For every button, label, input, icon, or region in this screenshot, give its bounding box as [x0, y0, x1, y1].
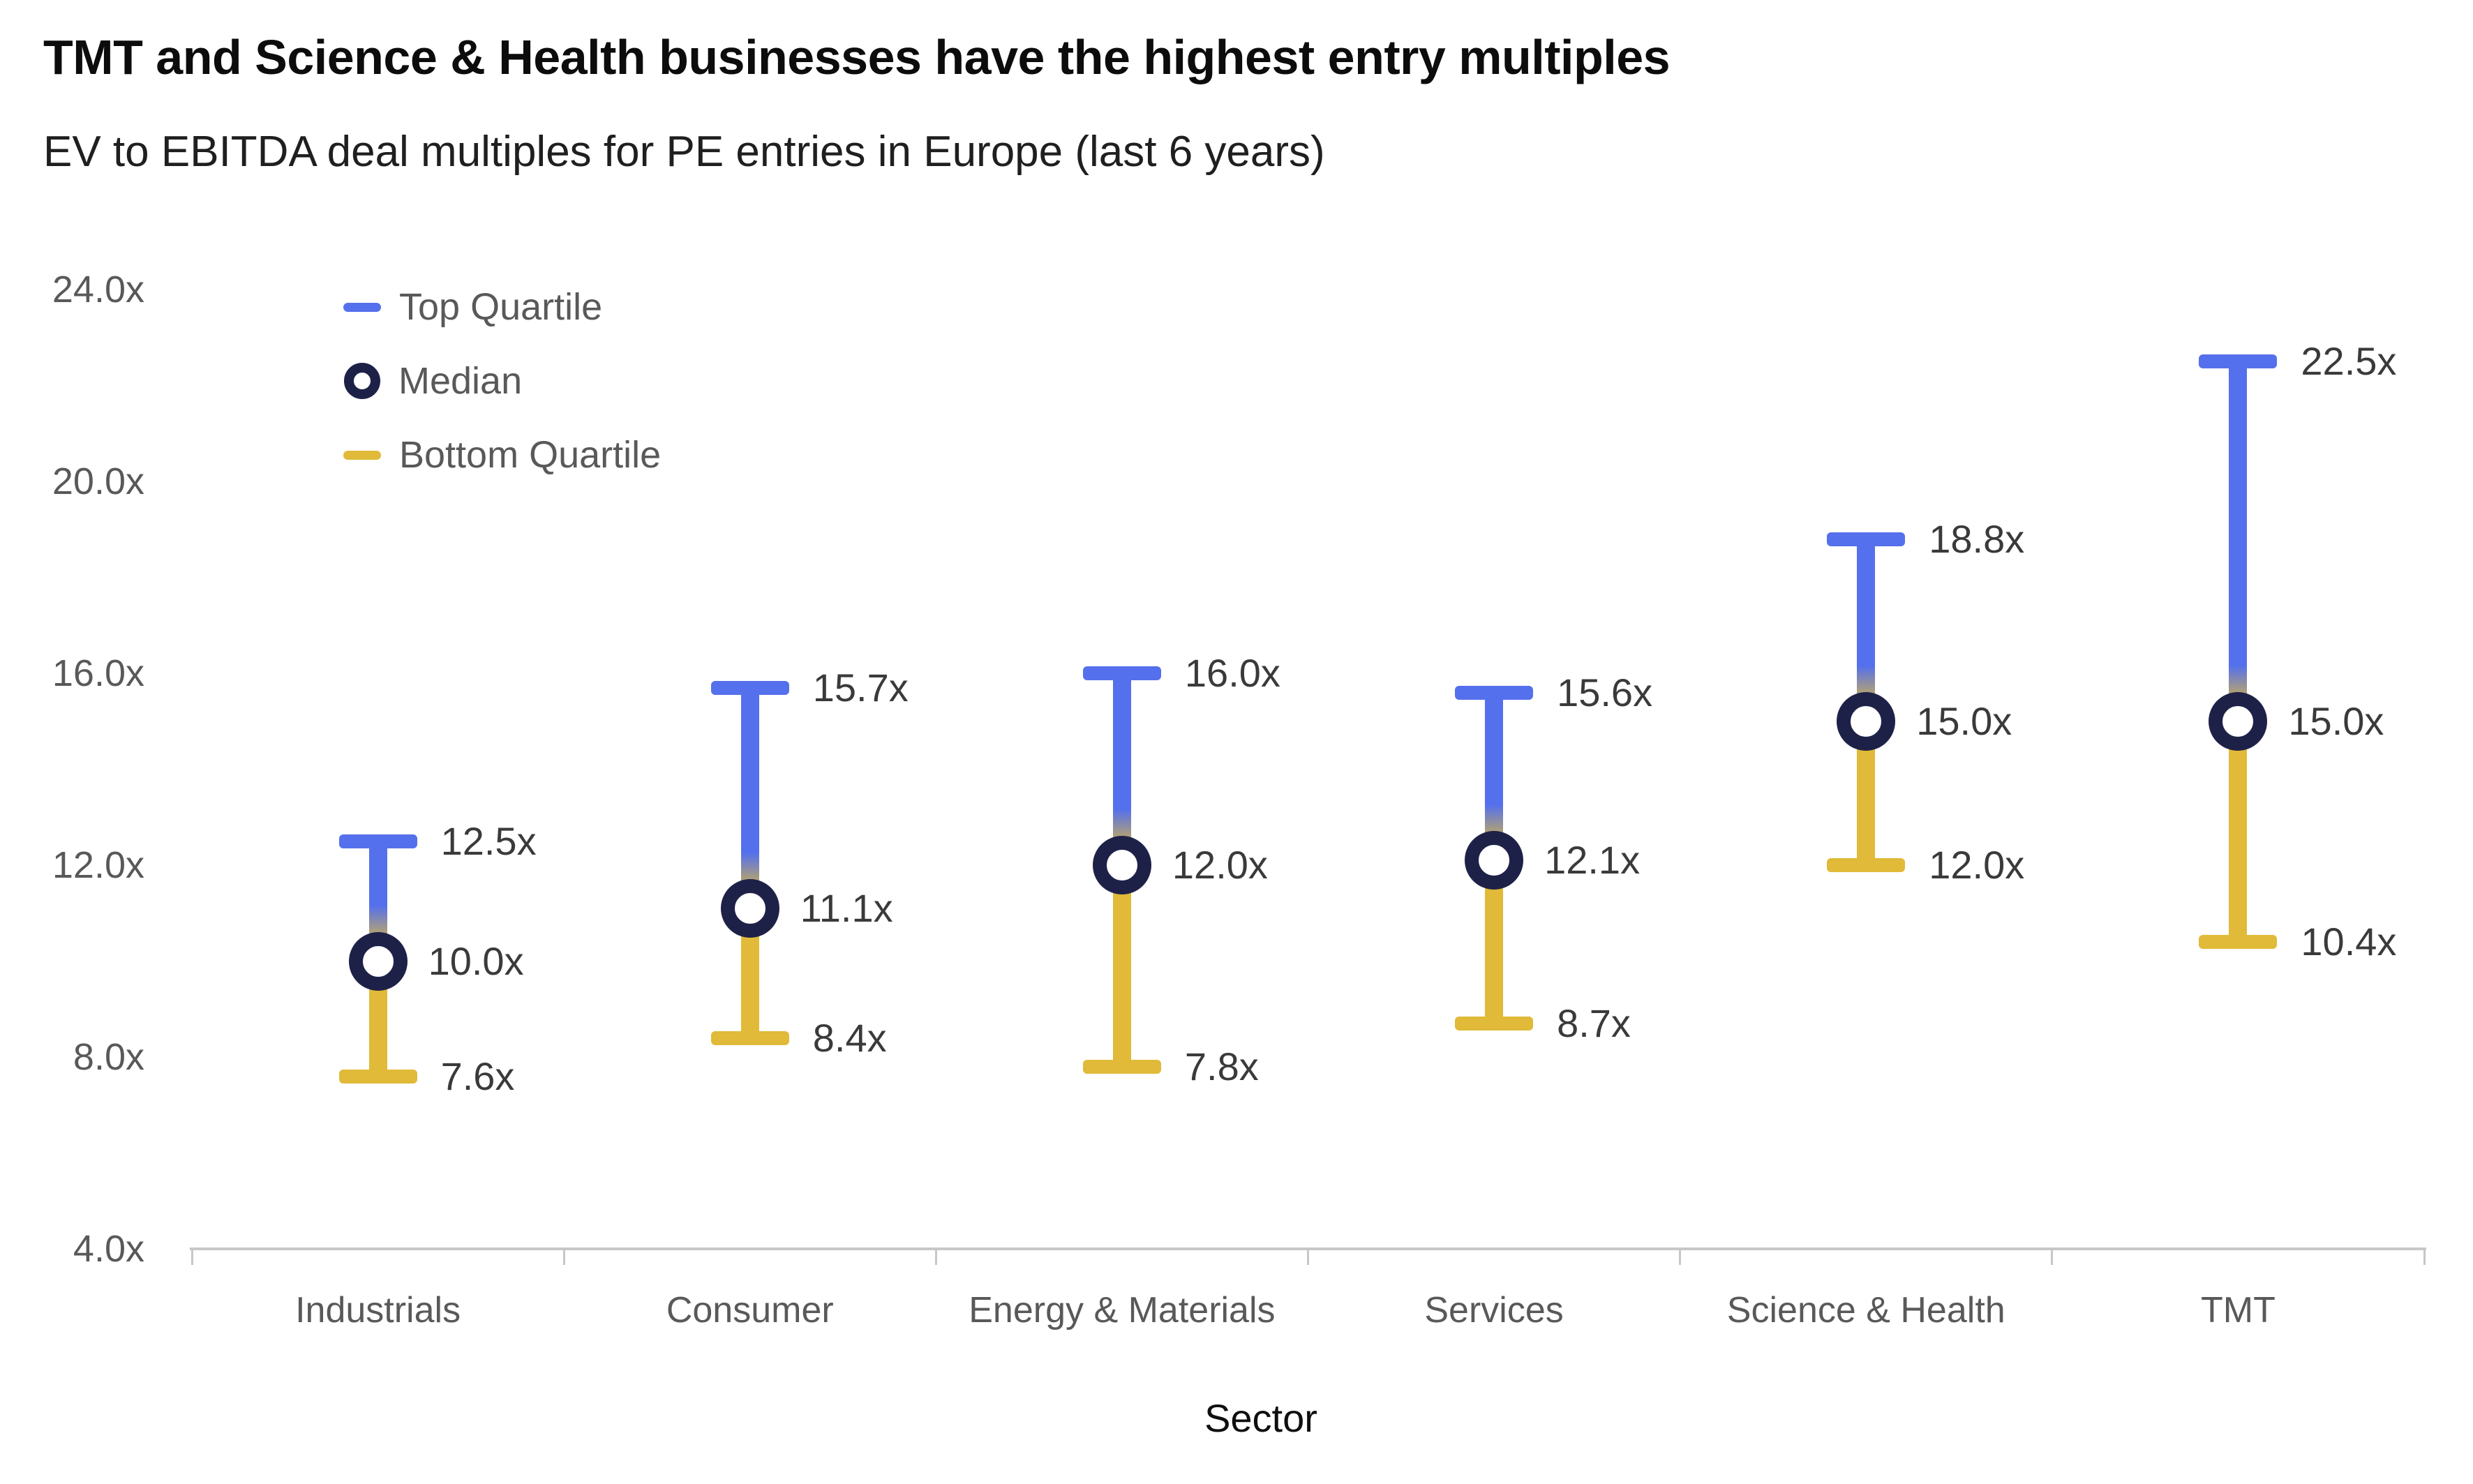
category-label: Industrials — [295, 1290, 461, 1331]
y-tick-label: 12.0x — [52, 844, 144, 886]
chart-subtitle: EV to EBITDA deal multiples for PE entri… — [43, 128, 1325, 176]
y-tick-label: 20.0x — [52, 460, 144, 502]
x-axis-tick — [190, 1249, 193, 1265]
top-quartile-cap — [710, 680, 789, 695]
quartile-range-bar — [2229, 361, 2248, 942]
median-ring — [1465, 831, 1524, 890]
top-quartile-dash-icon — [343, 302, 381, 312]
legend-item-top-quartile: Top Quartile — [343, 280, 602, 333]
bottom-quartile-value-label: 8.4x — [812, 1015, 887, 1060]
chart-title: TMT and Science & Health businesses have… — [43, 30, 1671, 84]
median-value-label: 10.0x — [428, 938, 524, 983]
x-axis-tick — [2423, 1249, 2426, 1265]
median-ring — [1092, 836, 1151, 894]
median-ring — [2209, 691, 2268, 751]
y-tick-label: 8.0x — [73, 1036, 144, 1078]
x-axis-tick — [1679, 1249, 1682, 1265]
bottom-quartile-value-label: 8.7x — [1557, 1000, 1631, 1045]
median-value-label: 15.0x — [2288, 698, 2384, 743]
top-quartile-value-label: 15.6x — [1557, 670, 1653, 714]
category-label: Services — [1424, 1290, 1564, 1331]
median-ring — [348, 931, 408, 991]
legend-label-bottom-quartile: Bottom Quartile — [399, 434, 662, 476]
bottom-quartile-cap — [338, 1069, 417, 1084]
category-label: Science & Health — [1726, 1290, 2005, 1331]
top-quartile-value-label: 15.7x — [812, 665, 909, 710]
top-quartile-cap — [1455, 685, 1534, 700]
top-quartile-cap — [1082, 666, 1161, 680]
bottom-quartile-cap — [1827, 858, 1906, 872]
top-quartile-cap — [1827, 532, 1906, 546]
bottom-quartile-cap — [2199, 935, 2278, 949]
top-quartile-value-label: 18.8x — [1929, 516, 2025, 561]
median-ring-icon — [344, 363, 380, 399]
x-axis-tick — [1307, 1249, 1309, 1265]
legend-item-bottom-quartile: Bottom Quartile — [343, 428, 661, 481]
bottom-quartile-dash-icon — [343, 450, 381, 460]
median-value-label: 11.1x — [800, 885, 893, 930]
bottom-quartile-cap — [1082, 1059, 1161, 1074]
median-value-label: 15.0x — [1916, 698, 2012, 743]
y-tick-label: 24.0x — [52, 269, 144, 310]
legend-label-median: Median — [398, 360, 523, 402]
bottom-quartile-value-label: 7.6x — [440, 1054, 515, 1098]
x-axis-tick — [2051, 1249, 2054, 1265]
bottom-quartile-cap — [1455, 1016, 1534, 1030]
x-axis-title: Sector — [1204, 1396, 1317, 1440]
top-quartile-value-label: 22.5x — [2301, 339, 2397, 384]
y-tick-label: 4.0x — [73, 1228, 144, 1270]
quartile-range-bar — [740, 687, 759, 1038]
median-ring — [1837, 691, 1896, 751]
bottom-quartile-value-label: 7.8x — [1184, 1044, 1259, 1088]
bottom-quartile-value-label: 12.0x — [1929, 843, 2025, 887]
median-value-label: 12.1x — [1544, 838, 1641, 883]
median-ring — [720, 878, 779, 938]
top-quartile-cap — [338, 834, 417, 848]
bottom-quartile-value-label: 10.4x — [2301, 920, 2397, 964]
x-axis-tick — [934, 1249, 937, 1265]
top-quartile-value-label: 16.0x — [1184, 651, 1280, 695]
y-tick-label: 16.0x — [52, 652, 144, 694]
category-label: TMT — [2200, 1290, 2276, 1331]
x-axis-tick — [562, 1249, 565, 1265]
legend-item-median: Median — [343, 354, 522, 407]
category-label: Energy & Materials — [969, 1290, 1276, 1331]
category-label: Consumer — [666, 1290, 834, 1331]
top-quartile-value-label: 12.5x — [440, 818, 537, 863]
top-quartile-cap — [2199, 354, 2278, 369]
bottom-quartile-cap — [710, 1030, 789, 1045]
legend-label-top-quartile: Top Quartile — [399, 286, 603, 328]
median-value-label: 12.0x — [1172, 843, 1268, 887]
